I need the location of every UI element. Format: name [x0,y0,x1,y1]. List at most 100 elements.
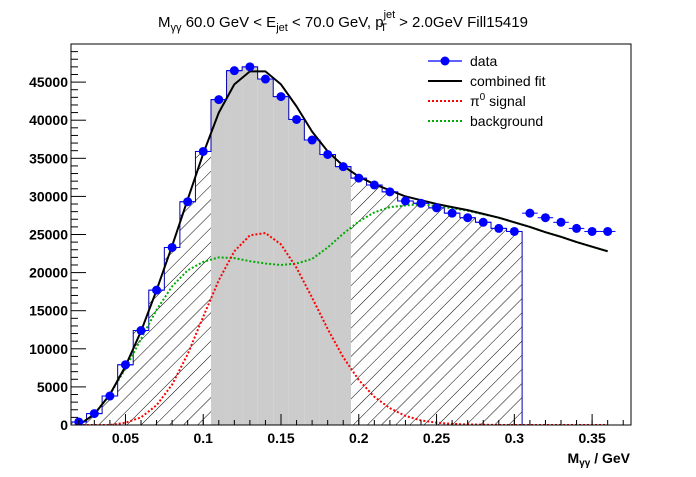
histogram-bin-hatched [475,222,491,425]
legend-signal-main: π [470,93,480,109]
histogram-bin-hatched [351,178,367,425]
data-point [463,213,473,223]
histogram-bin-hatched [195,151,211,425]
legend-signal-sup: 0 [480,92,486,103]
data-point [525,208,535,218]
legend-box [418,50,618,134]
histogram-bin-fill [273,96,289,425]
histogram-bin-hatched [102,396,118,425]
histogram-bin-fill [226,70,243,425]
data-point [292,114,302,124]
data-point [152,285,162,295]
y-tick-label: 25000 [29,227,68,243]
data-point [323,149,333,159]
data-point [556,217,566,227]
legend-swatch-data-marker [440,56,450,66]
y-tick-label: 10000 [29,341,68,357]
legend-label-data: data [470,53,497,69]
y-tick-label: 35000 [29,150,68,166]
y-tick-label: 45000 [29,74,68,90]
data-point [260,74,270,84]
axes: 0.05 0.1 0.15 0.2 0.25 0.3 0.35 0 5000 10000 15000… [29,51,624,446]
legend: data combined fit π0 signal background [418,50,618,134]
title-part1-sub: jet [275,22,288,34]
x-tick-label: 0.35 [578,430,605,446]
data-point [229,66,239,76]
x-tick-label: 0.25 [423,430,450,446]
histogram-bin-hatched [444,213,460,425]
data-point [136,326,146,336]
plot-area [71,62,616,425]
histogram-bin-hatched [148,290,165,425]
data-point [120,360,130,370]
data-point [198,146,208,156]
title-part1: 60.0 GeV < E [182,14,277,31]
histogram-bin-hatched [413,203,429,425]
y-tick-label: 30000 [29,188,68,204]
data-point [245,62,255,72]
data-point [603,226,613,236]
x-tick-label: 0.1 [193,430,213,446]
histogram-bin-fill [257,79,274,425]
title-part2-sub: T [380,22,387,34]
histogram-bin-hatched [506,231,523,425]
data-point [587,226,597,236]
histogram-bin-fill [211,99,227,425]
data-point [400,196,410,206]
signal-fit-curve [78,232,608,425]
chart-title: Mγγ 60.0 GeV < Ejet < 70.0 GeV, pjet T > … [158,9,528,34]
x-axis-label: Mγγ / GeV [568,450,631,469]
title-lead: M [158,14,171,31]
data-point [167,242,177,252]
data-point [416,198,426,208]
data-point [540,213,550,223]
data-point [385,187,395,197]
histogram-bin-hatched [117,364,134,425]
histogram-bin-hatched [459,217,476,425]
x-axis-label-sub: γγ [579,458,591,469]
histogram-bin-hatched [491,228,507,425]
data-point [432,203,442,213]
data-point [105,391,115,401]
data-point [447,208,457,218]
histogram-bin-hatched [86,413,103,425]
legend-label-background: background [470,113,543,129]
data-point [307,135,317,145]
histogram-bin-hatched [133,330,149,425]
data-point [509,226,519,236]
histogram-bin-fill [319,154,336,425]
x-tick-label: 0.05 [112,430,139,446]
data-point [478,217,488,227]
data-point [494,223,504,233]
y-tick-label: 0 [60,417,68,433]
y-tick-label: 40000 [29,112,68,128]
title-part2: < 70.0 GeV, p [288,14,384,31]
title-part3: > 2.0GeV Fill15419 [395,14,528,31]
x-axis-label-rest: / GeV [590,450,630,466]
data-point [183,197,193,207]
histogram-bin-hatched [164,247,180,425]
data-point [354,173,364,183]
legend-signal-rest: signal [485,93,525,109]
data-point [89,409,99,419]
y-tick-label: 15000 [29,303,68,319]
histogram-bin-hatched [179,201,196,425]
histogram-bin-hatched [397,200,414,425]
data-point [214,95,224,105]
x-tick-label: 0.15 [267,430,294,446]
y-tick-label: 5000 [37,379,68,395]
histogram-bin-fill [304,140,320,425]
legend-label-signal: π0 signal [470,92,526,109]
histogram-bin-hatched [366,184,383,425]
x-axis-label-main: M [568,450,580,466]
data-point [276,92,286,102]
x-tick-label: 0.3 [505,430,525,446]
title-part2-sup: jet [383,9,396,21]
title-lead-sub: γγ [171,22,183,34]
histogram-bin-fill [288,119,305,425]
legend-label-combined: combined fit [470,73,546,89]
histogram-outline [71,66,616,425]
histogram-bin-hatched [428,207,445,425]
